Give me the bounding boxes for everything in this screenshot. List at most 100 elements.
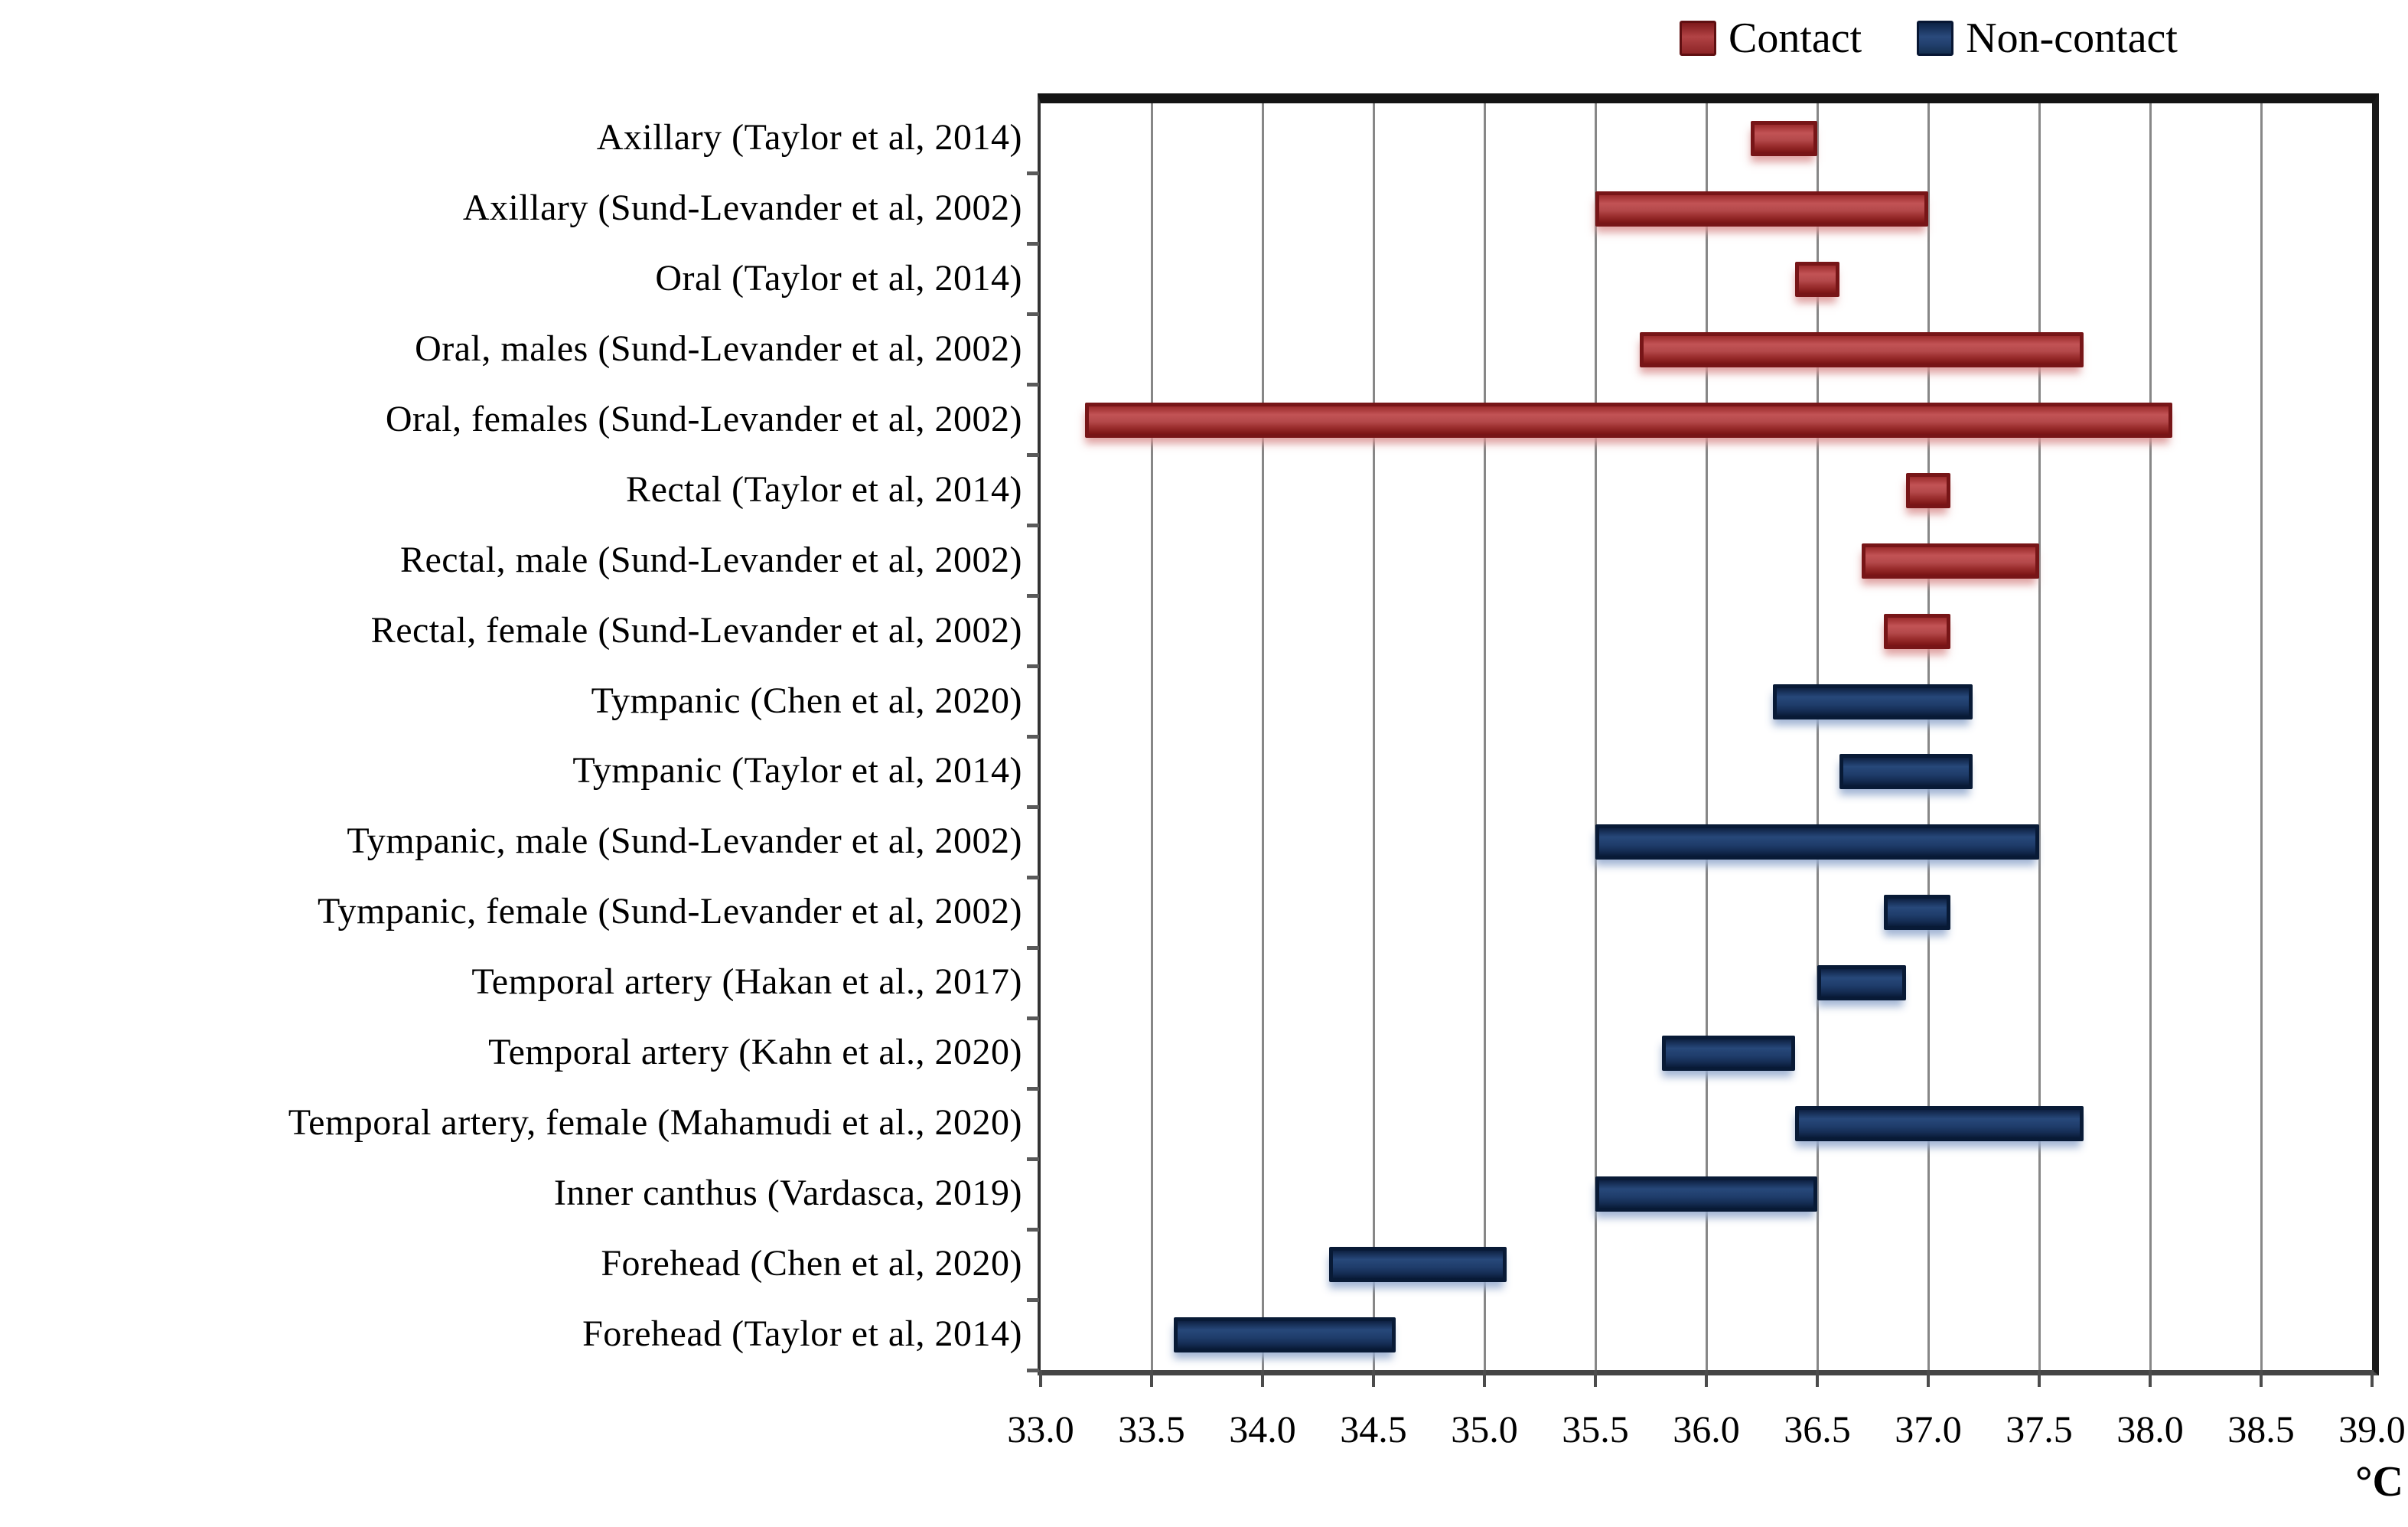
category-label: Oral, females (Sund-Levander et al, 2002… bbox=[385, 398, 1022, 439]
x-tick-label: 35.5 bbox=[1562, 1408, 1629, 1450]
legend-swatch-contact bbox=[1680, 21, 1716, 56]
range-bar bbox=[1795, 1106, 2084, 1142]
y-axis-tick bbox=[1027, 1297, 1039, 1302]
legend: Contact Non-contact bbox=[1680, 8, 2178, 69]
plot-area bbox=[1038, 93, 2379, 1375]
x-tick-label: 37.5 bbox=[2006, 1408, 2073, 1450]
category-label: Temporal artery, female (Mahamudi et al.… bbox=[288, 1102, 1022, 1144]
range-bar bbox=[1795, 261, 1839, 297]
x-axis-tick bbox=[2038, 1370, 2041, 1387]
category-label: Temporal artery (Kahn et al., 2020) bbox=[488, 1032, 1022, 1073]
legend-item: Contact bbox=[1680, 17, 1862, 60]
x-axis-tick bbox=[1705, 1370, 1708, 1387]
category-label: Tympanic, male (Sund-Levander et al, 200… bbox=[347, 821, 1022, 862]
range-bar bbox=[1862, 543, 2039, 579]
x-axis-tick bbox=[1483, 1370, 1486, 1387]
x-tick-label: 38.5 bbox=[2227, 1408, 2295, 1450]
y-axis-tick bbox=[1027, 242, 1039, 246]
legend-label: Non-contact bbox=[1966, 15, 2178, 62]
category-label: Oral, males (Sund-Levander et al, 2002) bbox=[415, 328, 1022, 369]
category-label: Tympanic (Taylor et al, 2014) bbox=[572, 750, 1022, 791]
y-axis-tick bbox=[1027, 171, 1039, 176]
range-bar bbox=[1839, 754, 1973, 790]
gridline bbox=[2149, 103, 2152, 1370]
x-axis-tick bbox=[1372, 1370, 1375, 1387]
range-bar bbox=[1174, 1317, 1396, 1353]
y-axis-tick bbox=[1027, 875, 1039, 879]
category-label: Tympanic (Chen et al, 2020) bbox=[591, 680, 1022, 721]
gridline bbox=[1483, 103, 1486, 1370]
category-label: Tympanic, female (Sund-Levander et al, 2… bbox=[318, 891, 1022, 932]
x-tick-label: 36.5 bbox=[1784, 1408, 1851, 1450]
y-axis-tick bbox=[1027, 804, 1039, 809]
x-axis-tick bbox=[1039, 1370, 1042, 1387]
y-axis-tick bbox=[1027, 524, 1039, 528]
range-bar bbox=[1085, 402, 2172, 438]
x-axis-tick bbox=[1816, 1370, 1819, 1387]
x-tick-label: 36.0 bbox=[1673, 1408, 1740, 1450]
category-label: Rectal, female (Sund-Levander et al, 200… bbox=[370, 609, 1022, 651]
range-bar bbox=[1884, 613, 1950, 649]
x-axis-tick bbox=[1594, 1370, 1597, 1387]
range-bar bbox=[1884, 895, 1950, 931]
gridline bbox=[2038, 103, 2041, 1370]
gridline bbox=[1816, 103, 1819, 1370]
y-axis-tick bbox=[1027, 1368, 1039, 1372]
range-bar bbox=[1595, 191, 1928, 227]
gridline bbox=[1594, 103, 1597, 1370]
y-axis-tick bbox=[1027, 312, 1039, 317]
y-axis-tick bbox=[1027, 1227, 1039, 1232]
category-label: Forehead (Chen et al, 2020) bbox=[601, 1243, 1022, 1284]
x-axis-tick bbox=[1150, 1370, 1153, 1387]
range-bar bbox=[1906, 472, 1950, 508]
gridline bbox=[1150, 103, 1153, 1370]
y-axis-tick bbox=[1027, 383, 1039, 387]
gridline bbox=[1927, 103, 1930, 1370]
x-axis-tick bbox=[2149, 1370, 2152, 1387]
x-axis-tick bbox=[1927, 1370, 1930, 1387]
x-tick-label: 35.0 bbox=[1451, 1408, 1518, 1450]
range-bar bbox=[1662, 1036, 1795, 1072]
range-bar bbox=[1329, 1247, 1507, 1283]
legend-swatch-non-contact bbox=[1917, 21, 1954, 56]
x-axis-tick bbox=[2371, 1370, 2374, 1387]
x-tick-label: 33.0 bbox=[1007, 1408, 1074, 1450]
x-tick-label: 34.0 bbox=[1229, 1408, 1296, 1450]
x-axis-tick bbox=[1261, 1370, 1264, 1387]
range-bar bbox=[1817, 965, 1906, 1001]
gridline bbox=[1372, 103, 1375, 1370]
category-label: Axillary (Taylor et al, 2014) bbox=[596, 116, 1022, 158]
x-tick-label: 39.0 bbox=[2338, 1408, 2406, 1450]
y-axis-tick bbox=[1027, 945, 1039, 950]
y-axis-tick bbox=[1027, 453, 1039, 458]
axis-unit-label: °C bbox=[2355, 1458, 2403, 1506]
category-label: Temporal artery (Hakan et al., 2017) bbox=[471, 961, 1022, 1003]
x-tick-label: 37.0 bbox=[1895, 1408, 1962, 1450]
category-label: Inner canthus (Vardasca, 2019) bbox=[553, 1173, 1022, 1214]
y-axis-tick bbox=[1027, 594, 1039, 599]
gridline bbox=[1261, 103, 1264, 1370]
range-bar bbox=[1595, 1176, 1817, 1212]
gridline bbox=[2260, 103, 2263, 1370]
range-bar bbox=[1595, 824, 2039, 860]
y-axis-tick bbox=[1027, 1086, 1039, 1091]
range-bar bbox=[1751, 120, 1817, 156]
y-axis-tick bbox=[1027, 1157, 1039, 1161]
category-label: Rectal, male (Sund-Levander et al, 2002) bbox=[399, 539, 1022, 580]
range-bar bbox=[1773, 684, 1973, 719]
category-label: Axillary (Sund-Levander et al, 2002) bbox=[462, 187, 1022, 228]
range-bar bbox=[1640, 331, 2084, 367]
y-axis-tick bbox=[1027, 735, 1039, 739]
y-axis-tick bbox=[1027, 1016, 1039, 1020]
x-tick-label: 38.0 bbox=[2116, 1408, 2184, 1450]
category-label: Forehead (Taylor et al, 2014) bbox=[582, 1313, 1022, 1355]
category-label: Oral (Taylor et al, 2014) bbox=[655, 257, 1022, 299]
x-axis-tick bbox=[2260, 1370, 2263, 1387]
y-axis-tick bbox=[1027, 664, 1039, 669]
legend-item: Non-contact bbox=[1917, 17, 2178, 60]
legend-label: Contact bbox=[1729, 15, 1862, 62]
x-tick-label: 34.5 bbox=[1340, 1408, 1407, 1450]
x-tick-label: 33.5 bbox=[1118, 1408, 1185, 1450]
gridline bbox=[1705, 103, 1708, 1370]
